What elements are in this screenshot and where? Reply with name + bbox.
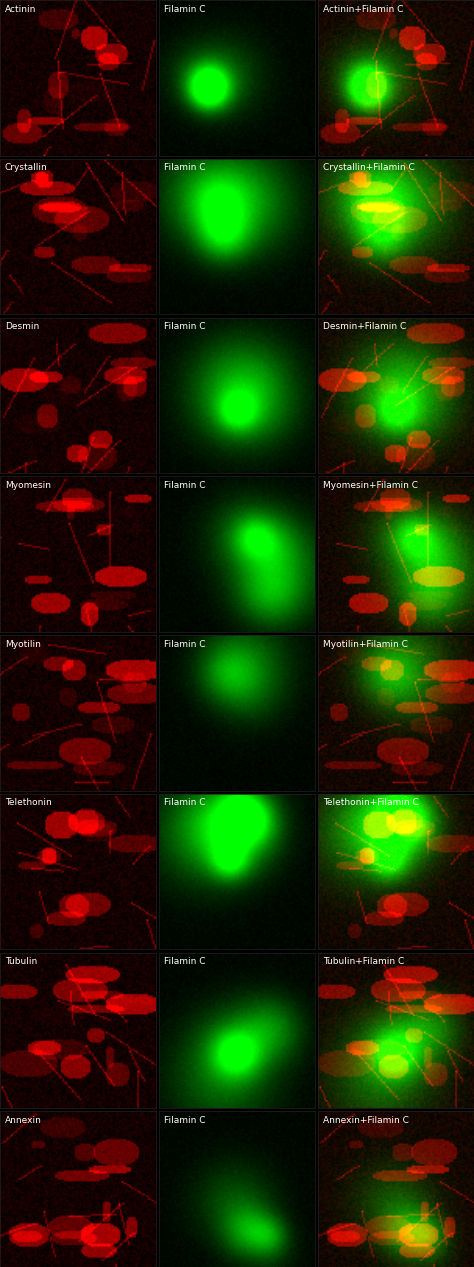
Text: Desmin: Desmin bbox=[5, 322, 39, 331]
Text: Tubulin+Filamin C: Tubulin+Filamin C bbox=[323, 958, 404, 967]
Text: Telethonin+Filamin C: Telethonin+Filamin C bbox=[323, 798, 419, 807]
Text: Crystallin: Crystallin bbox=[5, 163, 47, 172]
Text: Filamin C: Filamin C bbox=[164, 798, 205, 807]
Text: Actinin: Actinin bbox=[5, 5, 36, 14]
Text: Annexin: Annexin bbox=[5, 1116, 42, 1125]
Text: Crystallin+Filamin C: Crystallin+Filamin C bbox=[323, 163, 414, 172]
Text: Annexin+Filamin C: Annexin+Filamin C bbox=[323, 1116, 409, 1125]
Text: Filamin C: Filamin C bbox=[164, 5, 205, 14]
Text: Myotilin: Myotilin bbox=[5, 640, 41, 649]
Text: Myomesin+Filamin C: Myomesin+Filamin C bbox=[323, 481, 418, 490]
Text: Desmin+Filamin C: Desmin+Filamin C bbox=[323, 322, 406, 331]
Text: Filamin C: Filamin C bbox=[164, 163, 205, 172]
Text: Filamin C: Filamin C bbox=[164, 481, 205, 490]
Text: Filamin C: Filamin C bbox=[164, 1116, 205, 1125]
Text: Filamin C: Filamin C bbox=[164, 958, 205, 967]
Text: Tubulin: Tubulin bbox=[5, 958, 37, 967]
Text: Telethonin: Telethonin bbox=[5, 798, 51, 807]
Text: Filamin C: Filamin C bbox=[164, 322, 205, 331]
Text: Actinin+Filamin C: Actinin+Filamin C bbox=[323, 5, 403, 14]
Text: Myotilin+Filamin C: Myotilin+Filamin C bbox=[323, 640, 408, 649]
Text: Myomesin: Myomesin bbox=[5, 481, 51, 490]
Text: Filamin C: Filamin C bbox=[164, 640, 205, 649]
